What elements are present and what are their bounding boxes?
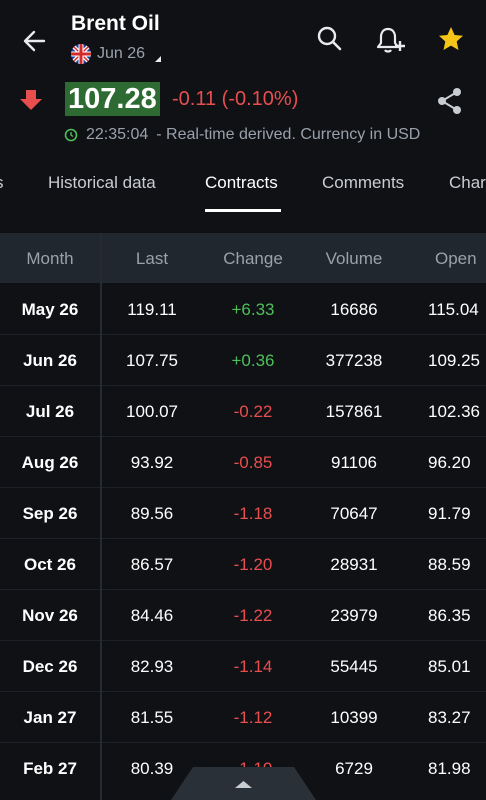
cell-open: 86.35	[428, 606, 471, 625]
contract-month: Jun 26	[97, 45, 146, 62]
table-row[interactable]: Aug 26 93.92 -0.85 91106 96.20	[0, 437, 486, 488]
cell-open: 96.20	[428, 453, 471, 472]
cell-change: -1.12	[233, 708, 273, 727]
cell-month: Feb 27	[23, 759, 77, 778]
tab-bar: s Historical data Contracts Comments Cha…	[0, 158, 486, 212]
cell-change: +0.36	[231, 351, 275, 370]
cell-open: 83.27	[428, 708, 471, 727]
uk-flag-icon	[71, 44, 91, 64]
cell-last: 80.39	[130, 759, 174, 778]
arrow-down-icon	[20, 90, 42, 110]
column-header-month: Month	[26, 249, 74, 268]
cell-last: 82.93	[130, 657, 174, 676]
last-price: 107.28	[65, 82, 160, 116]
contract-selector[interactable]: Jun 26	[71, 43, 162, 65]
cell-volume: 157861	[325, 402, 383, 421]
cell-volume: 6729	[335, 759, 373, 778]
table-row[interactable]: Oct 26 86.57 -1.20 28931 88.59	[0, 539, 486, 590]
price-change: -0.11 (-0.10%)	[172, 88, 299, 110]
instrument-title: Brent Oil	[71, 12, 160, 35]
cell-last: 100.07	[126, 402, 178, 421]
tab-partial-left[interactable]: s	[0, 173, 4, 193]
cell-last: 93.92	[130, 453, 174, 472]
cell-volume: 70647	[330, 504, 378, 523]
cell-last: 107.75	[126, 351, 178, 370]
table-header: Month Last Change Volume Open	[0, 233, 486, 283]
quote-time: 22:35:04	[86, 126, 149, 143]
cell-open: 85.01	[428, 657, 471, 676]
tab-contracts[interactable]: Contracts	[205, 173, 278, 192]
cell-change: -1.18	[233, 504, 273, 523]
cell-open: 102.36	[428, 402, 480, 421]
back-button[interactable]	[20, 26, 50, 56]
star-icon	[439, 27, 463, 50]
favorite-button[interactable]	[436, 24, 466, 54]
table-row[interactable]: Jul 26 100.07 -0.22 157861 102.36	[0, 386, 486, 437]
cell-open: 88.59	[428, 555, 471, 574]
cell-change: -1.22	[233, 606, 273, 625]
top-bar: Brent Oil Jun 26	[0, 0, 486, 80]
cell-month: Jun 26	[23, 351, 77, 370]
tab-chart[interactable]: Char	[449, 173, 486, 192]
share-icon	[438, 88, 461, 114]
cell-volume: 91106	[330, 453, 377, 472]
clock-icon	[64, 128, 78, 142]
quote-meta: 22:35:04 - Real-time derived. Currency i…	[64, 126, 420, 144]
price-row: 107.28 -0.11 (-0.10%)	[0, 80, 486, 120]
column-header-last: Last	[135, 249, 169, 268]
arrow-left-icon	[23, 30, 46, 52]
table-row[interactable]: Jun 26 107.75 +0.36 377238 109.25	[0, 335, 486, 386]
cell-open: 81.98	[428, 759, 471, 778]
cell-last: 84.46	[130, 606, 174, 625]
bell-plus-icon	[376, 27, 405, 53]
cell-last: 89.56	[130, 504, 174, 523]
cell-month: Dec 26	[22, 657, 78, 676]
add-alert-button[interactable]	[374, 24, 405, 54]
cell-last: 81.55	[130, 708, 174, 727]
search-icon	[317, 26, 342, 51]
cell-open: 91.79	[428, 504, 471, 523]
cell-month: Aug 26	[21, 453, 79, 472]
cell-change: -0.85	[233, 453, 273, 472]
column-header-volume: Volume	[325, 249, 383, 268]
tab-historical-data[interactable]: Historical data	[48, 173, 156, 192]
share-button[interactable]	[436, 86, 464, 121]
cell-month: Jul 26	[25, 402, 75, 421]
cell-volume: 377238	[325, 351, 383, 370]
cell-month: Jan 27	[23, 708, 77, 727]
cell-volume: 28931	[330, 555, 378, 574]
cell-month: Nov 26	[22, 606, 78, 625]
cell-month: Oct 26	[24, 555, 76, 574]
cell-volume: 55445	[330, 657, 378, 676]
cell-month: Sep 26	[22, 504, 78, 523]
quote-note: - Real-time derived. Currency in USD	[156, 126, 421, 143]
column-header-change: Change	[223, 249, 283, 268]
chevron-up-icon	[235, 781, 252, 788]
cell-month: May 26	[21, 300, 79, 319]
cell-volume: 10399	[330, 708, 378, 727]
tab-comments[interactable]: Comments	[322, 173, 405, 192]
cell-last: 119.11	[127, 300, 177, 319]
cell-volume: 16686	[330, 300, 378, 319]
table-row[interactable]: Dec 26 82.93 -1.14 55445 85.01	[0, 641, 486, 692]
search-button[interactable]	[315, 24, 345, 54]
cell-change: -1.20	[233, 555, 273, 574]
cell-change: +6.33	[231, 300, 275, 319]
table-row[interactable]: Jan 27 81.55 -1.12 10399 83.27	[0, 692, 486, 743]
cell-open: 115.04	[428, 300, 479, 319]
table-row[interactable]: Nov 26 84.46 -1.22 23979 86.35	[0, 590, 486, 641]
cell-change: -0.22	[233, 402, 273, 421]
column-divider	[100, 233, 102, 800]
table-row[interactable]: Sep 26 89.56 -1.18 70647 91.79	[0, 488, 486, 539]
cell-change: -1.14	[233, 657, 273, 676]
table-row[interactable]: May 26 119.11 +6.33 16686 115.04	[0, 284, 486, 335]
active-tab-indicator	[205, 209, 281, 212]
column-header-open: Open	[435, 249, 477, 268]
cell-last: 86.57	[130, 555, 174, 574]
cell-volume: 23979	[330, 606, 378, 625]
cell-open: 109.25	[428, 351, 480, 370]
dropdown-indicator-icon	[155, 56, 162, 62]
expand-panel-handle[interactable]	[171, 767, 316, 800]
